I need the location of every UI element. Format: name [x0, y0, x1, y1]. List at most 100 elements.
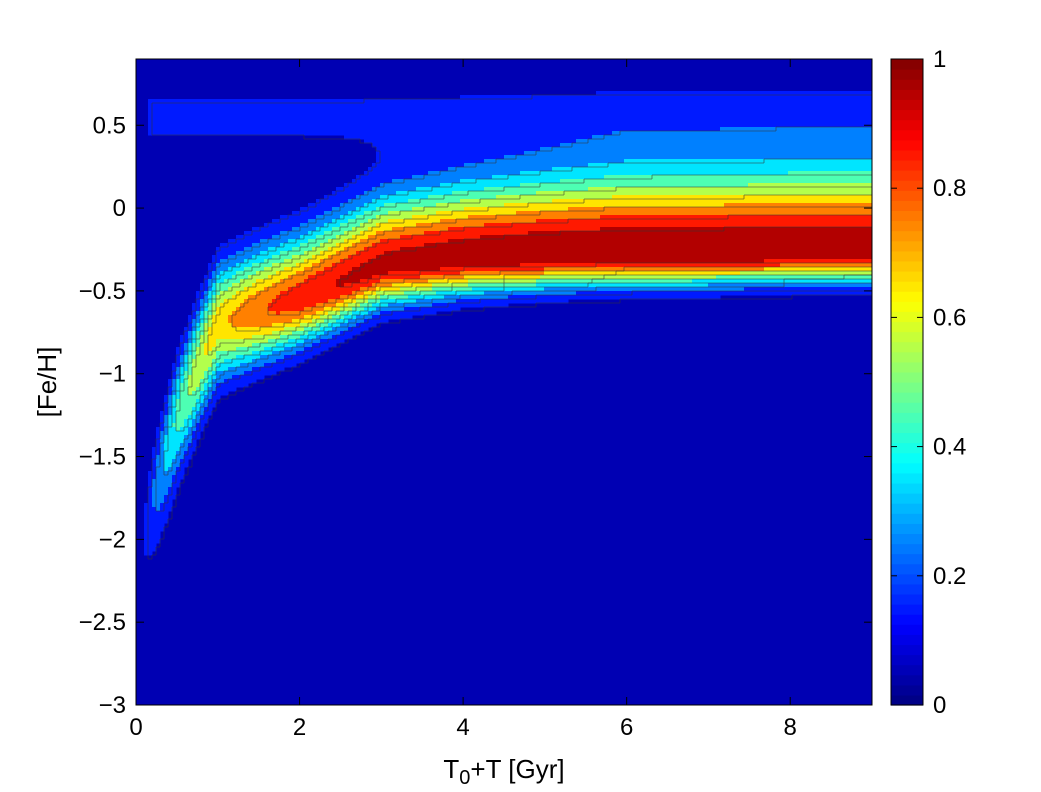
contour-cell — [528, 251, 533, 256]
contour-cell — [440, 171, 445, 176]
contour-cell — [404, 275, 409, 280]
contour-cell — [252, 355, 257, 360]
contour-cell — [476, 231, 481, 236]
contour-cell — [492, 103, 497, 108]
contour-cell — [532, 211, 537, 216]
contour-cell — [352, 111, 357, 116]
contour-cell — [220, 115, 225, 120]
contour-cell — [524, 251, 529, 256]
contour-cell — [384, 271, 389, 276]
contour-cell — [380, 299, 385, 304]
contour-cell — [260, 319, 265, 324]
contour-cell — [180, 107, 185, 112]
contour-cell — [548, 155, 553, 160]
contour-cell — [228, 387, 233, 392]
contour-cell — [160, 451, 165, 456]
contour-cell — [416, 259, 421, 264]
contour-cell — [384, 207, 389, 212]
contour-cell — [144, 531, 149, 536]
contour-cell — [308, 215, 313, 220]
contour-cell — [236, 383, 241, 388]
contour-cell — [504, 159, 509, 164]
contour-cell — [464, 111, 469, 116]
contour-cell — [284, 255, 289, 260]
contour-cell — [252, 115, 257, 120]
contour-cell — [400, 115, 405, 120]
contour-cell — [156, 467, 161, 472]
contour-cell — [252, 311, 257, 316]
contour-cell — [524, 243, 529, 248]
contour-cell — [416, 171, 421, 176]
contour-cell — [512, 215, 517, 220]
contour-cell — [452, 243, 457, 248]
contour-cell — [500, 263, 505, 268]
contour-cell — [496, 163, 501, 168]
contour-cell — [448, 279, 453, 284]
contour-cell — [432, 183, 437, 188]
contour-cell — [388, 235, 393, 240]
contour-cell — [296, 243, 301, 248]
contour-cell — [172, 439, 177, 444]
contour-cell — [228, 379, 233, 384]
contour-cell — [264, 111, 269, 116]
contour-cell — [344, 107, 349, 112]
contour-cell — [460, 115, 465, 120]
contour-cell — [168, 119, 173, 124]
contour-cell — [272, 315, 277, 320]
contour-cell — [452, 283, 457, 288]
contour-cell — [512, 291, 517, 296]
contour-cell — [420, 307, 425, 312]
contour-cell — [444, 255, 449, 260]
contour-cell — [372, 123, 377, 128]
contour-cell — [264, 267, 269, 272]
contour-cell — [536, 191, 541, 196]
contour-cell — [316, 343, 321, 348]
contour-cell — [196, 383, 201, 388]
contour-cell — [232, 283, 237, 288]
contour-cell — [192, 387, 197, 392]
contour-cell — [544, 227, 549, 232]
contour-cell — [172, 487, 177, 492]
contour-cell — [168, 491, 173, 496]
contour-cell — [280, 219, 285, 224]
contour-cell — [468, 203, 473, 208]
contour-cell — [432, 203, 437, 208]
contour-cell — [348, 235, 353, 240]
contour-cell — [388, 99, 393, 104]
contour-cell — [344, 331, 349, 336]
contour-cell — [348, 275, 353, 280]
contour-cell — [344, 283, 349, 288]
contour-cell — [504, 107, 509, 112]
contour-cell — [296, 295, 301, 300]
contour-cell — [352, 283, 357, 288]
contour-cell — [168, 395, 173, 400]
contour-cell — [460, 267, 465, 272]
contour-cell — [360, 243, 365, 248]
contour-cell — [424, 235, 429, 240]
contour-cell — [516, 95, 521, 100]
contour-cell — [504, 235, 509, 240]
contour-cell — [384, 103, 389, 108]
contour-cell — [448, 199, 453, 204]
contour-cell — [220, 119, 225, 124]
contour-cell — [380, 279, 385, 284]
contour-cell — [532, 107, 537, 112]
contour-cell — [248, 327, 253, 332]
contour-cell — [428, 299, 433, 304]
contour-cell — [528, 191, 533, 196]
contour-cell — [332, 283, 337, 288]
contour-cell — [304, 339, 309, 344]
contour-cell — [528, 211, 533, 216]
contour-cell — [300, 327, 305, 332]
contour-cell — [168, 471, 173, 476]
contour-cell — [348, 243, 353, 248]
contour-cell — [364, 123, 369, 128]
contour-cell — [520, 283, 525, 288]
contour-cell — [236, 307, 241, 312]
contour-cell — [400, 207, 405, 212]
contour-cell — [300, 211, 305, 216]
contour-cell — [484, 95, 489, 100]
contour-cell — [388, 119, 393, 124]
contour-cell — [208, 343, 213, 348]
contour-cell — [432, 259, 437, 264]
